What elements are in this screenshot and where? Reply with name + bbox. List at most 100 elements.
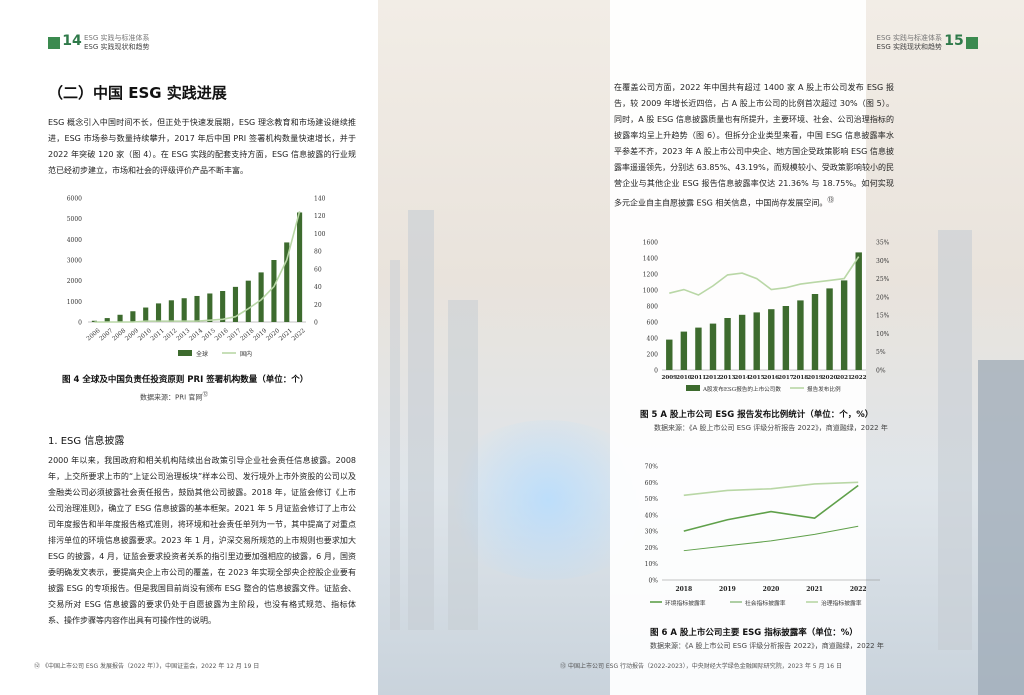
x-tick-label: 2013	[720, 375, 736, 381]
y2-tick-label: 25%	[876, 276, 890, 283]
bar	[207, 293, 213, 322]
x-tick-label: 2019	[807, 375, 823, 381]
y2-tick-label: 20	[314, 302, 322, 309]
y-tick-label: 5000	[67, 216, 82, 223]
x-tick-label: 2017	[226, 327, 242, 342]
section-title: （二）中国 ESG 实践进展	[48, 84, 227, 102]
legend-label: A股发布ESG报告的上市公司数	[702, 385, 781, 393]
y2-tick-label: 100	[314, 231, 326, 238]
y-tick-label: 1600	[643, 240, 658, 247]
city-background-image	[378, 0, 1024, 695]
x-tick-label: 2009	[661, 375, 677, 381]
legend-label: 国内	[240, 350, 252, 358]
y2-tick-label: 0%	[876, 368, 886, 375]
y-tick-label: 1000	[643, 288, 658, 295]
left-page-number: 14	[62, 33, 82, 49]
fig4-chart: 0 1000 2000 3000 4000 5000 6000 0 20 40 60 80 100 120…	[67, 196, 326, 359]
header-square-icon	[48, 37, 60, 49]
right-footnote-mark: ⑬	[560, 663, 567, 670]
y-tick-label: 600	[647, 320, 659, 327]
building-shape	[978, 360, 1024, 695]
x-tick-label: 2018	[793, 375, 809, 381]
x-tick-label: 2015	[749, 375, 765, 381]
right-footnote: ⑬ 中国上市公司 ESG 行动报告（2022-2023），中央财经大学绿色金融国…	[560, 661, 980, 670]
fig6-caption: 图 6 A 股上市公司主要 ESG 指标披露率（单位：%）	[650, 628, 858, 638]
legend-swatch	[178, 350, 192, 356]
x-tick-label: 2018	[675, 586, 692, 593]
bar	[724, 318, 731, 370]
bar	[168, 300, 174, 322]
y-tick-label: 4000	[67, 237, 82, 244]
bar	[666, 339, 673, 370]
y2-tick-label: 40	[314, 284, 322, 291]
x-tick-label: 2019	[719, 586, 736, 593]
y-tick-label: 50%	[645, 496, 659, 503]
intro-paragraph: ESG 概念引入中国时间不长，但正处于快速发展期，ESG 理念教育和市场建设继续…	[48, 118, 356, 175]
bar	[855, 252, 862, 370]
fig4-source-note: ⑫	[202, 392, 209, 398]
x-tick-label: 2008	[111, 327, 127, 342]
bar	[782, 306, 790, 370]
y2-tick-label: 140	[314, 196, 326, 203]
right-column: 在覆盖公司方面，2022 年中国共有超过 1400 家 A 股上市公司发布 ES…	[614, 80, 894, 212]
x-tick-label: 2011	[149, 327, 165, 342]
y-tick-label: 3000	[67, 258, 82, 265]
header-square-icon	[966, 37, 978, 49]
building-shape	[938, 230, 972, 650]
fig4-caption-block: 图 4 全球及中国负责任投资原则 PRI 签署机构数量（单位：个） 数据来源：P…	[62, 373, 362, 402]
x-tick-label: 2022	[291, 327, 307, 342]
legend-label: 报告发布比例	[807, 385, 841, 393]
left-header-line1: ESG 实践与标准体系	[83, 34, 150, 42]
y2-tick-label: 120	[314, 213, 326, 220]
x-tick-label: 2021	[806, 586, 823, 593]
y2-tick-label: 10%	[876, 331, 890, 338]
y-tick-label: 2000	[67, 278, 82, 285]
bar	[194, 295, 200, 322]
y-tick-label: 1200	[643, 272, 658, 279]
x-tick-label: 2007	[98, 327, 114, 342]
y2-tick-label: 30%	[876, 258, 890, 265]
right-paragraph-text: 在覆盖公司方面，2022 年中国共有超过 1400 家 A 股上市公司发布 ES…	[614, 83, 894, 208]
fig5-source: 数据来源：《A 股上市公司 ESG 评级分析报告 2022》，商道融绿，2022…	[654, 424, 888, 432]
series-line	[683, 484, 859, 532]
y2-tick-label: 60	[314, 266, 322, 273]
bar	[768, 309, 775, 370]
fig4-source: 数据来源：PRI 官网⑫	[62, 389, 362, 402]
building-shape	[408, 210, 434, 630]
disclosure-paragraph: 2000 年以来，我国政府和相关机构陆续出台政策引导企业社会责任信息披露。200…	[48, 456, 356, 625]
fig4-caption: 图 4 全球及中国负责任投资原则 PRI 签署机构数量（单位：个）	[62, 375, 309, 385]
x-tick-label: 2015	[201, 327, 217, 342]
bar	[143, 307, 149, 322]
y-tick-label: 60%	[645, 480, 659, 487]
x-tick-label: 2012	[705, 375, 721, 381]
y-tick-label: 70%	[645, 464, 659, 471]
x-tick-label: 2006	[85, 327, 101, 342]
y2-tick-label: 0	[314, 320, 318, 327]
bar	[271, 260, 277, 322]
x-tick-label: 2014	[734, 375, 750, 381]
series-line	[683, 525, 859, 552]
subsection-title: 1. ESG 信息披露	[48, 436, 125, 447]
bar	[709, 323, 717, 370]
fig5-chart: 0 200 400 600 800 1000 1200 1400 1600 0% 5% 10% 15% 2…	[643, 240, 890, 394]
series-line	[669, 256, 860, 296]
right-page-header: ESG 实践与标准体系 ESG 实践现状和趋势 15	[877, 34, 978, 52]
x-tick-label: 2011	[691, 375, 707, 381]
bar	[245, 280, 251, 322]
legend-label: 环境指标披露率	[665, 599, 706, 607]
x-tick-label: 2022	[851, 375, 867, 381]
fig5-caption: 图 5 A 股上市公司 ESG 报告发布比例统计（单位：个，%）	[640, 410, 874, 420]
legend-label: 治理指标披露率	[821, 599, 862, 607]
bar	[695, 327, 702, 370]
fig5-caption-block: 图 5 A 股上市公司 ESG 报告发布比例统计（单位：个，%） 数据来源：《A…	[640, 408, 920, 433]
legend-label: 全球	[196, 350, 208, 358]
x-tick-label: 2019	[252, 327, 268, 342]
bar	[297, 212, 303, 322]
bar	[840, 280, 848, 370]
bar	[181, 298, 187, 322]
x-tick-label: 2013	[175, 327, 191, 342]
y-tick-label: 20%	[645, 545, 659, 552]
series-line	[683, 481, 859, 497]
right-header-line2: ESG 实践现状和趋势	[876, 43, 943, 51]
